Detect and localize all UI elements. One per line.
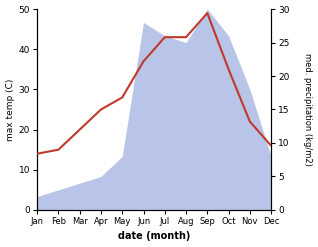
Y-axis label: max temp (C): max temp (C): [5, 78, 15, 141]
Y-axis label: med. precipitation (kg/m2): med. precipitation (kg/m2): [303, 53, 313, 166]
X-axis label: date (month): date (month): [118, 231, 190, 242]
